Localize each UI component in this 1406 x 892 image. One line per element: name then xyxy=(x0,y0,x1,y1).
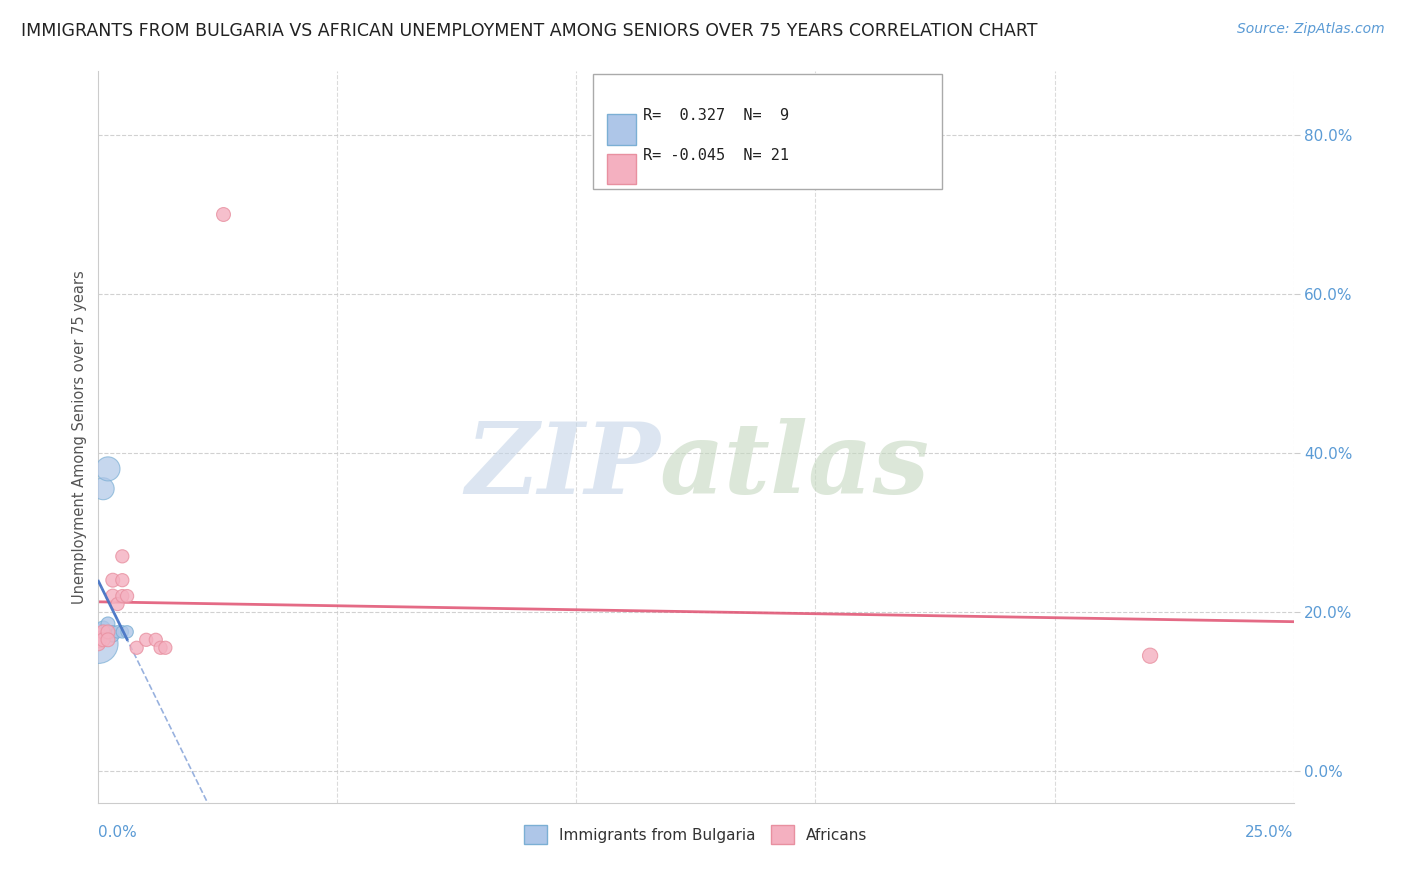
Point xyxy=(87,637,110,651)
Point xyxy=(155,640,177,655)
Point xyxy=(101,629,124,643)
Point xyxy=(87,632,110,647)
Y-axis label: Unemployment Among Seniors over 75 years: Unemployment Among Seniors over 75 years xyxy=(72,270,87,604)
Point xyxy=(111,589,134,603)
Point xyxy=(111,573,134,587)
Point xyxy=(87,637,110,651)
Point xyxy=(97,624,120,639)
Point xyxy=(91,632,114,647)
Point xyxy=(98,624,122,639)
Point xyxy=(111,624,134,639)
Point xyxy=(107,597,129,611)
Text: IMMIGRANTS FROM BULGARIA VS AFRICAN UNEMPLOYMENT AMONG SENIORS OVER 75 YEARS COR: IMMIGRANTS FROM BULGARIA VS AFRICAN UNEM… xyxy=(21,22,1038,40)
Point xyxy=(135,632,157,647)
Point xyxy=(115,589,138,603)
Point xyxy=(125,640,148,655)
Point xyxy=(101,573,124,587)
Text: 0.0%: 0.0% xyxy=(98,825,138,839)
Point xyxy=(1139,648,1161,663)
Point xyxy=(101,624,124,639)
Point xyxy=(91,624,114,639)
Point xyxy=(97,616,120,631)
Point xyxy=(211,207,233,221)
Point xyxy=(91,482,114,496)
Text: ZIP: ZIP xyxy=(465,418,661,515)
Text: 25.0%: 25.0% xyxy=(1246,825,1294,839)
Point xyxy=(149,640,172,655)
Point xyxy=(101,589,124,603)
Legend: Immigrants from Bulgaria, Africans: Immigrants from Bulgaria, Africans xyxy=(519,819,873,850)
Text: R=  0.327  N=  9: R= 0.327 N= 9 xyxy=(643,108,789,123)
Point xyxy=(97,624,120,639)
Point xyxy=(97,462,120,476)
Point xyxy=(91,621,114,635)
Point xyxy=(87,629,110,643)
Point xyxy=(115,624,138,639)
Text: R= -0.045  N= 21: R= -0.045 N= 21 xyxy=(643,147,789,162)
Text: atlas: atlas xyxy=(661,418,931,515)
Point xyxy=(145,632,167,647)
Point xyxy=(97,632,120,647)
Text: Source: ZipAtlas.com: Source: ZipAtlas.com xyxy=(1237,22,1385,37)
Point xyxy=(107,624,129,639)
Point xyxy=(111,549,134,564)
